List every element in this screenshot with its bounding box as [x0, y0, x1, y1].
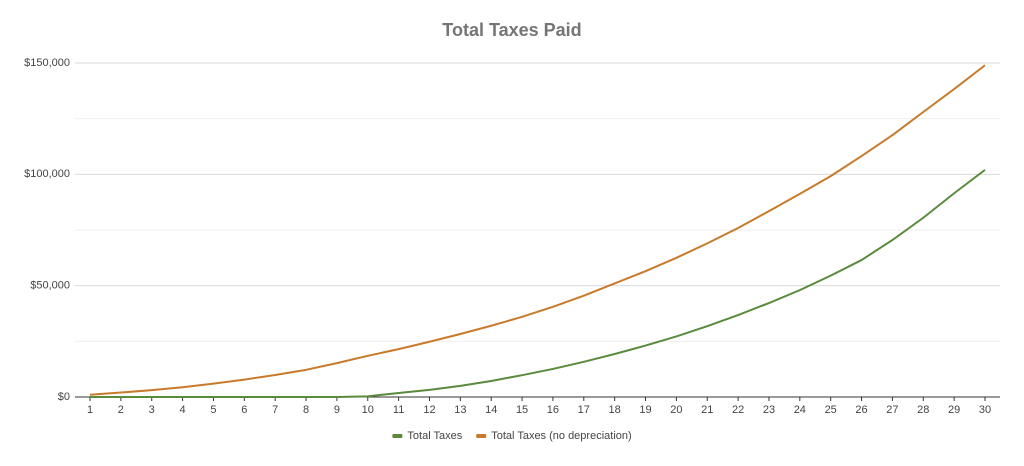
series-line [89, 64, 986, 396]
legend-item: Total Taxes [392, 430, 463, 442]
x-tick-label: 8 [303, 404, 309, 416]
x-tick-label: 12 [423, 404, 435, 416]
legend-swatch [392, 434, 403, 438]
y-tick-label: $150,000 [24, 57, 70, 69]
x-tick-label: 3 [149, 404, 155, 416]
x-tick-label: 29 [948, 404, 960, 416]
x-tick-label: 14 [485, 404, 497, 416]
x-tick-label: 2 [118, 404, 124, 416]
x-tick-label: 19 [639, 404, 651, 416]
legend: Total Taxes Total Taxes (no depreciation) [392, 430, 632, 442]
x-tick-label: 23 [763, 404, 775, 416]
x-tick-label: 26 [855, 404, 867, 416]
x-tick-label: 17 [578, 404, 590, 416]
x-tick-label: 4 [180, 404, 186, 416]
x-tick-label: 22 [732, 404, 744, 416]
x-tick-label: 15 [516, 404, 528, 416]
x-tick-label: 30 [979, 404, 991, 416]
legend-label: Total Taxes (no depreciation) [491, 430, 631, 442]
x-tick-label: 13 [454, 404, 466, 416]
y-tick-label: $100,000 [24, 168, 70, 180]
x-tick-label: 5 [210, 404, 216, 416]
x-tick-label: 27 [886, 404, 898, 416]
y-tick-label: $0 [58, 391, 70, 403]
x-tick-label: 28 [917, 404, 929, 416]
x-tick-label: 9 [334, 404, 340, 416]
y-tick-label: $50,000 [30, 280, 70, 292]
x-tick-label: 1 [87, 404, 93, 416]
x-tick-label: 25 [825, 404, 837, 416]
legend-swatch [476, 434, 487, 438]
x-tick-label: 11 [393, 404, 404, 416]
x-tick-label: 10 [362, 404, 374, 416]
x-tick-label: 7 [272, 404, 278, 416]
series-line [90, 169, 986, 398]
x-tick-label: 18 [609, 404, 621, 416]
x-tick-label: 21 [701, 404, 713, 416]
x-tick-label: 16 [547, 404, 559, 416]
legend-item: Total Taxes (no depreciation) [476, 430, 632, 442]
x-tick-label: 24 [794, 404, 806, 416]
chart-title: Total Taxes Paid [442, 20, 581, 40]
legend-label: Total Taxes [407, 430, 462, 442]
x-tick-label: 20 [670, 404, 682, 416]
x-tick-label: 6 [241, 404, 247, 416]
